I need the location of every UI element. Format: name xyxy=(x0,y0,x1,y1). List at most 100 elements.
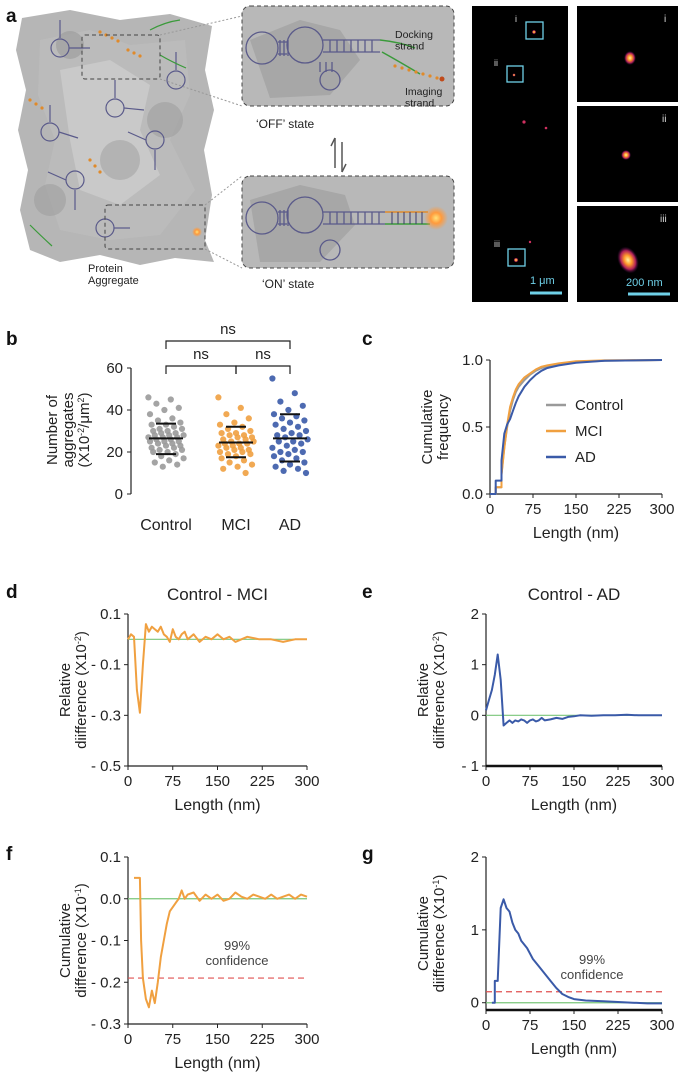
legend-label-mci: MCI xyxy=(575,423,603,440)
y-tick-label: - 0.1 xyxy=(91,933,121,950)
data-point-ad xyxy=(294,423,302,430)
zoom-i-label: i xyxy=(664,14,666,25)
data-point-control xyxy=(146,438,154,445)
data-point-control xyxy=(170,444,178,451)
data-point-control xyxy=(148,421,155,428)
chart-title: Control - MCI xyxy=(167,585,268,604)
significance-bracket xyxy=(165,365,237,374)
y-axis-label: Relative diifference (X10-2) xyxy=(57,631,90,749)
data-point-control xyxy=(151,459,158,466)
significance-label: ns xyxy=(255,346,271,363)
significance-bracket xyxy=(165,340,291,349)
y-tick-label: 2 xyxy=(471,606,479,623)
data-point-ad xyxy=(280,467,287,474)
x-tick-label: 75 xyxy=(525,501,542,518)
data-point-ad xyxy=(277,398,284,405)
data-point-control xyxy=(159,463,166,470)
data-point-mci xyxy=(223,444,230,451)
y-tick-label: - 0.3 xyxy=(91,1016,121,1033)
series-line-control---mci xyxy=(134,876,308,1009)
data-point-control xyxy=(166,457,173,464)
off-state-zoom xyxy=(241,5,455,107)
data-point-control xyxy=(174,461,181,468)
y-tick-label: - 0.3 xyxy=(91,707,121,724)
y-tick-label: 0.5 xyxy=(462,419,483,436)
x-tick-label: 0 xyxy=(486,501,494,518)
y-axis-label: Cumulative frequency xyxy=(419,389,452,464)
data-point-ad xyxy=(269,444,276,451)
panel-label-f: f xyxy=(6,844,13,865)
data-point-mci xyxy=(223,411,230,418)
off-state-label: ‘OFF’ state xyxy=(256,117,315,131)
data-point-ad xyxy=(280,425,287,432)
y-tick-label: 1 xyxy=(471,657,479,674)
data-point-ad xyxy=(302,427,310,435)
x-axis-label: Length (nm) xyxy=(174,797,260,814)
series-line-ad xyxy=(490,359,663,495)
x-tick-label: 300 xyxy=(649,501,674,518)
y-tick-label: 0.0 xyxy=(100,891,121,908)
roi-iii-label: iii xyxy=(494,239,500,249)
data-point-ad xyxy=(274,432,281,439)
data-point-control xyxy=(145,394,152,401)
y-tick-label: 0 xyxy=(115,486,123,503)
data-point-mci xyxy=(234,463,241,470)
y-axis-label: Cumulative diifference (X10-1) xyxy=(415,875,448,993)
x-category-label: MCI xyxy=(221,517,250,534)
data-point-mci xyxy=(248,461,256,468)
data-point-control xyxy=(175,404,182,411)
data-point-mci xyxy=(232,453,240,460)
data-point-ad xyxy=(302,469,310,477)
data-point-mci xyxy=(239,448,246,456)
x-tick-label: 300 xyxy=(294,773,319,790)
protein-aggregate-illustration xyxy=(16,10,214,265)
data-point-control xyxy=(162,442,170,449)
data-point-ad xyxy=(294,465,302,472)
x-tick-label: 225 xyxy=(606,501,631,518)
significance-label: ns xyxy=(193,346,209,363)
docking-strand-label: Docking strand xyxy=(395,29,433,53)
chart-f-cumulative-difference-mci: 0 75 150 225 300 0.1 0.0 - 0.1 - 0.2 - 0.3 Length … xyxy=(57,849,320,1072)
series-line-control---ad xyxy=(485,653,662,727)
significance-bracket xyxy=(235,365,291,374)
x-tick-label: 75 xyxy=(164,773,181,790)
data-point-ad xyxy=(277,448,284,456)
x-tick-label: 300 xyxy=(649,1017,674,1034)
y-axis-label-line-1: diifference (X10-2) xyxy=(73,631,90,749)
x-tick-label: 300 xyxy=(294,1031,319,1048)
x-tick-label: 75 xyxy=(522,1017,539,1034)
data-point-control xyxy=(156,446,163,453)
x-tick-label: 150 xyxy=(561,773,586,790)
data-point-ad xyxy=(270,411,278,418)
legend-label-ad: AD xyxy=(575,449,596,466)
data-point-ad xyxy=(282,434,289,441)
chart-d-relative-difference-mci: 0 75 150 225 300 0.1 - 0.1 - 0.3 - 0.5 Control - … xyxy=(57,585,320,814)
data-point-ad xyxy=(298,440,305,447)
y-axis-label-line-1: aggregates xyxy=(60,392,77,467)
y-tick-label: - 1 xyxy=(461,758,479,775)
panel-label-d: d xyxy=(6,582,18,603)
data-point-ad xyxy=(283,442,290,449)
data-point-ad xyxy=(286,461,294,468)
y-tick-label: - 0.2 xyxy=(91,974,121,991)
confidence-label: 99% xyxy=(224,938,250,953)
x-tick-label: 150 xyxy=(563,501,588,518)
docking-strands-free xyxy=(29,19,187,247)
data-point-mci xyxy=(226,459,233,466)
data-point-control xyxy=(180,455,187,462)
data-point-control xyxy=(167,396,174,403)
series-line-control---ad xyxy=(491,898,662,1005)
data-point-mci xyxy=(224,451,232,458)
y-axis-label-line-1: diifference (X10-2) xyxy=(431,631,448,749)
on-state-label: ‘ON’ state xyxy=(262,277,315,291)
y-tick-label: 1 xyxy=(471,922,479,939)
y-tick-label: 0.1 xyxy=(100,606,121,623)
zoom-ii-label: ii xyxy=(662,114,666,125)
x-tick-label: 0 xyxy=(124,773,132,790)
y-axis-label-line-1: diifference (X10-1) xyxy=(431,875,448,993)
data-point-control xyxy=(153,400,160,407)
panel-label-a: a xyxy=(6,6,17,27)
panel-label-e: e xyxy=(362,582,373,603)
data-point-mci xyxy=(247,451,254,458)
roi-ii-label: ii xyxy=(494,58,498,68)
